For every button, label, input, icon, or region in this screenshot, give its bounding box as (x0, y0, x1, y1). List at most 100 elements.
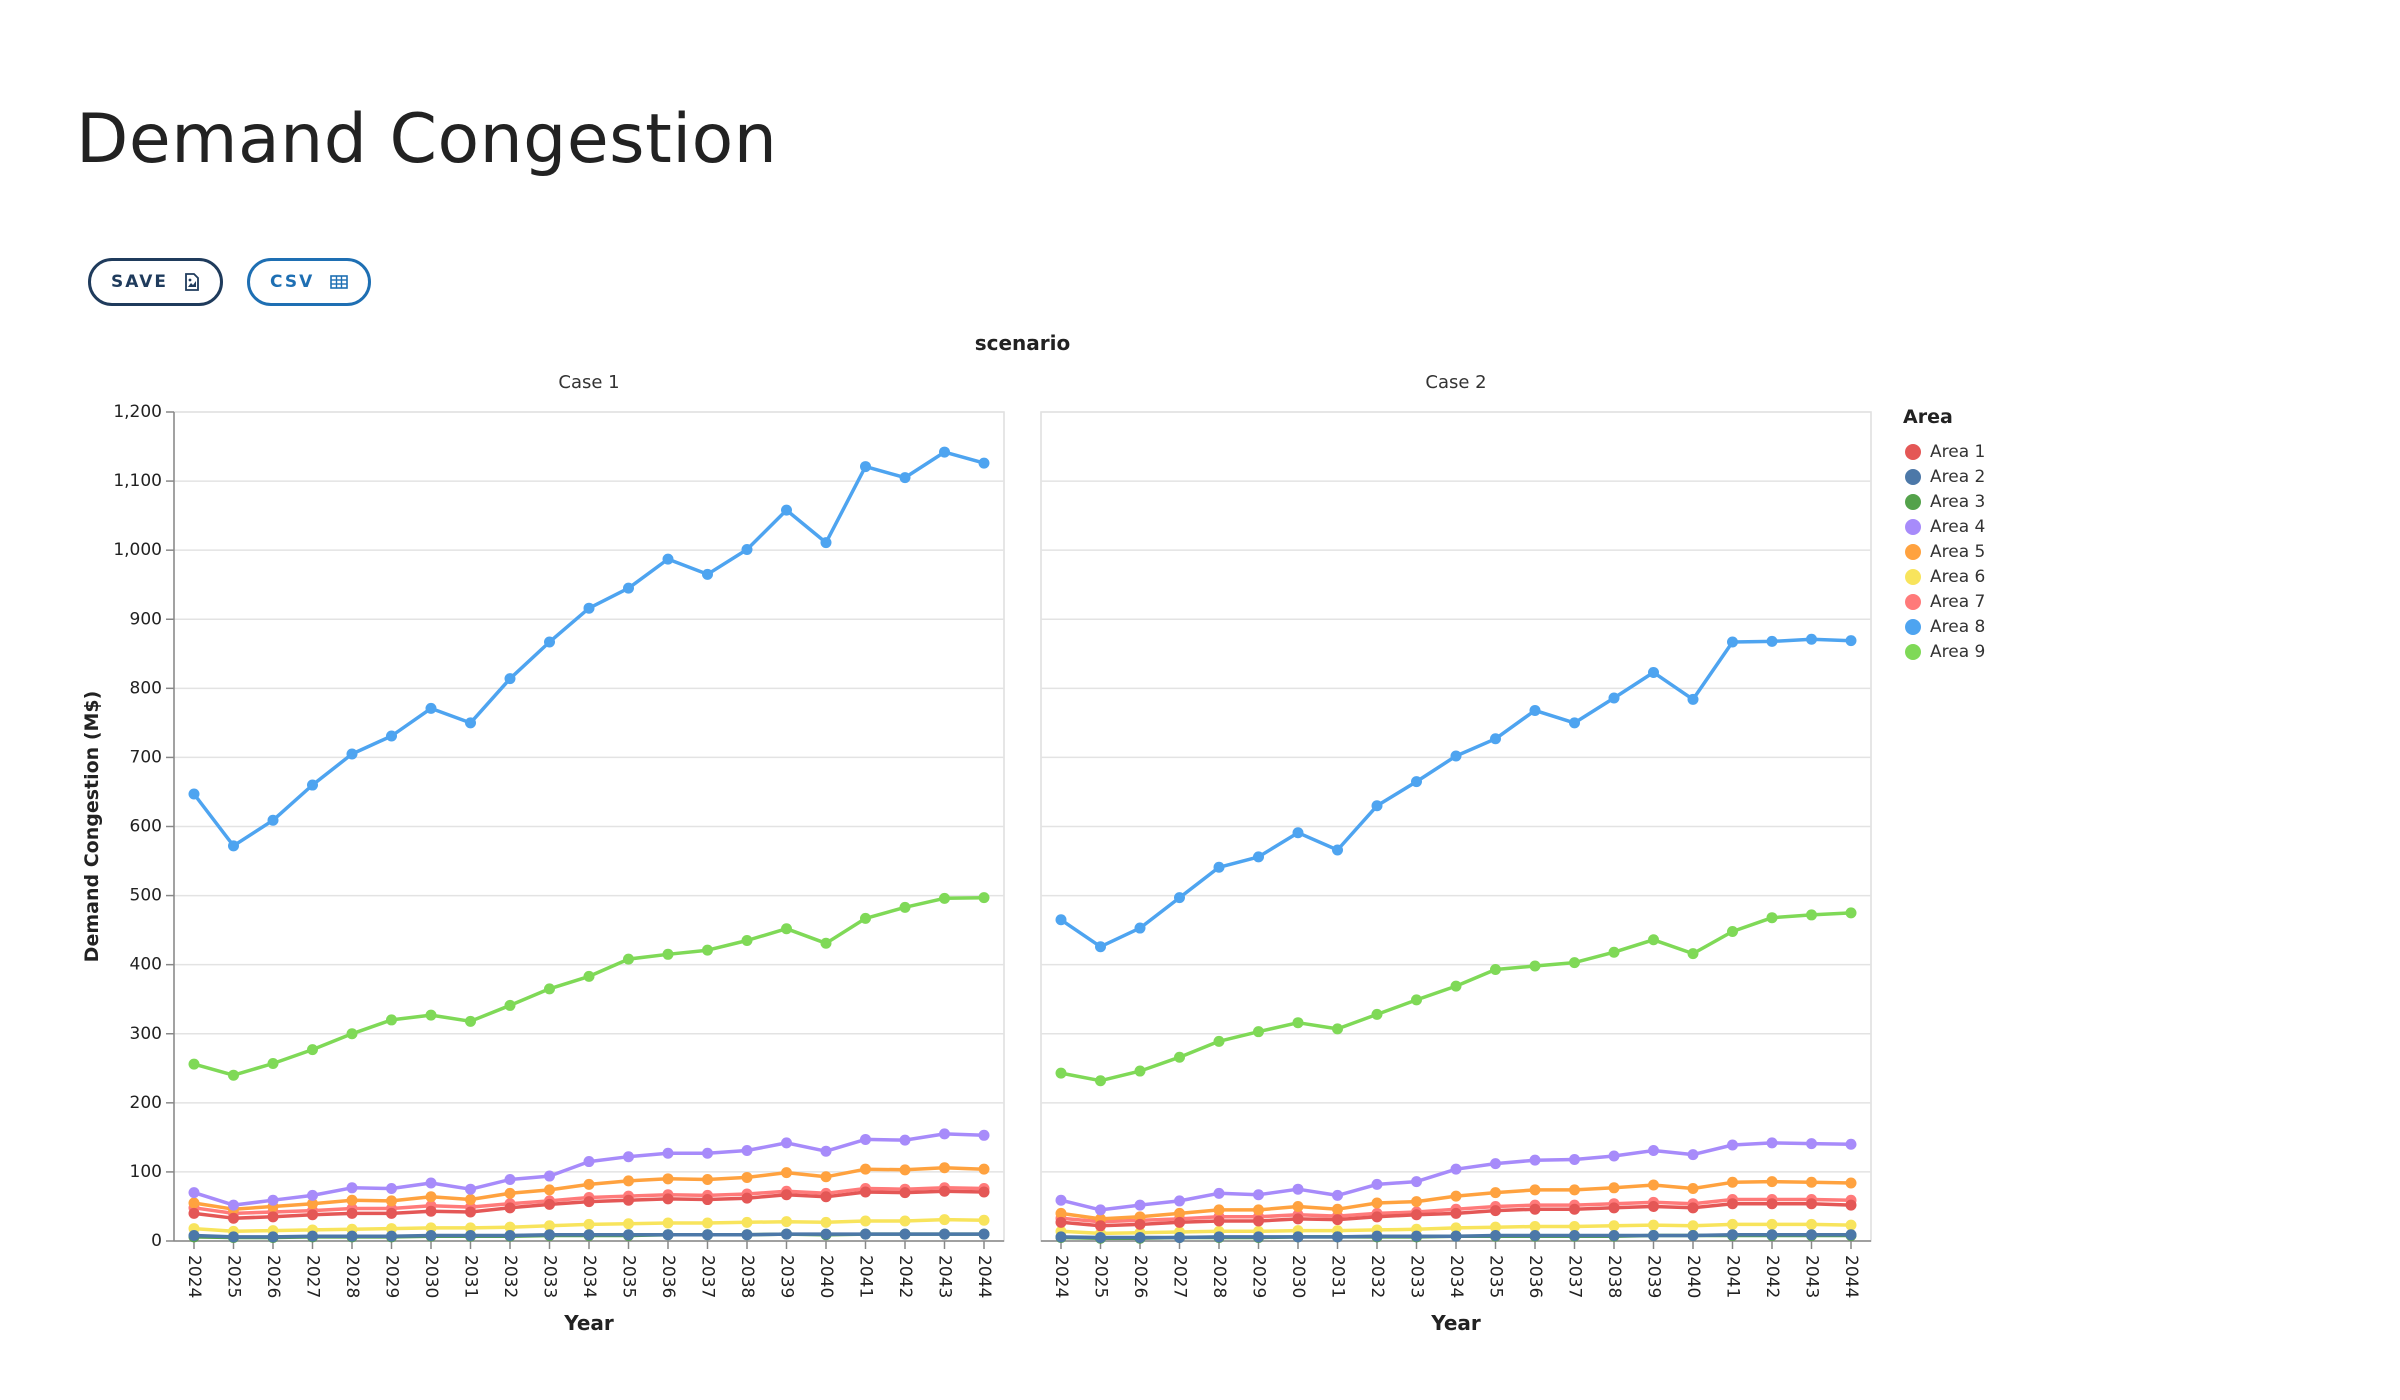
data-point (1371, 1008, 1383, 1020)
data-point (1490, 733, 1501, 745)
data-point (860, 1228, 871, 1240)
legend-label: Area 5 (1930, 542, 1985, 562)
data-point (1253, 1189, 1264, 1201)
data-point (1766, 1137, 1778, 1149)
data-point (1332, 1023, 1343, 1035)
x-tick-label: 2044 (1841, 1255, 1861, 1298)
data-point (1134, 1218, 1146, 1230)
data-point (1134, 1199, 1146, 1211)
data-point (899, 1164, 911, 1176)
facet-title: scenario (975, 331, 1071, 355)
data-point (544, 636, 555, 648)
data-point (544, 983, 555, 995)
x-tick-label: 2024 (1051, 1255, 1071, 1298)
data-point (702, 1174, 713, 1186)
data-point (978, 457, 990, 469)
data-point (741, 1216, 753, 1228)
data-point (1450, 1190, 1462, 1202)
data-point (504, 1202, 516, 1214)
data-point (1371, 1211, 1383, 1223)
data-point (662, 1147, 674, 1159)
legend-swatch (1905, 519, 1921, 535)
data-point (386, 1014, 397, 1026)
legend-swatch (1905, 494, 1921, 510)
legend-label: Area 8 (1930, 617, 1985, 637)
x-tick-label: 2036 (658, 1255, 678, 1298)
data-point (1608, 1182, 1620, 1194)
data-point (346, 748, 358, 760)
data-point (1411, 1209, 1422, 1221)
save-button[interactable]: SAVE (88, 258, 224, 306)
data-point (267, 1057, 279, 1069)
data-point (1687, 1149, 1699, 1161)
data-point (307, 1198, 318, 1210)
data-point (1371, 1197, 1383, 1209)
data-point (899, 901, 911, 913)
data-point (1766, 1229, 1778, 1241)
data-point (583, 1196, 595, 1208)
data-point (1845, 1219, 1857, 1231)
data-point (702, 1229, 713, 1241)
data-point (623, 1218, 634, 1230)
x-tick-label: 2044 (974, 1255, 994, 1298)
data-point (978, 1163, 990, 1175)
data-point (346, 1028, 358, 1040)
data-point (307, 1230, 318, 1242)
data-point (544, 1198, 555, 1210)
data-point (465, 1015, 476, 1027)
data-point (346, 1194, 358, 1206)
data-point (662, 1193, 674, 1205)
data-point (781, 1137, 792, 1149)
data-point (1292, 1017, 1304, 1029)
data-point (939, 1214, 950, 1226)
data-point (978, 1129, 990, 1141)
y-tick-label: 100 (130, 1162, 162, 1182)
data-point (702, 568, 713, 580)
data-point (1569, 1153, 1580, 1165)
data-point (1095, 1204, 1106, 1216)
data-point (307, 779, 318, 791)
x-tick-label: 2028 (342, 1255, 362, 1298)
csv-button[interactable]: CSV (247, 258, 372, 306)
data-point (465, 1183, 476, 1195)
x-tick-label: 2036 (1525, 1255, 1545, 1298)
data-point (860, 1163, 871, 1175)
data-point (1845, 1138, 1857, 1150)
data-point (1253, 1231, 1264, 1243)
data-point (702, 1217, 713, 1229)
data-point (1095, 941, 1106, 953)
data-point (1055, 1216, 1067, 1228)
data-point (346, 1207, 358, 1219)
data-point (1727, 1218, 1738, 1230)
panel-title: Case 2 (1425, 372, 1486, 393)
data-point (1213, 1215, 1225, 1227)
data-point (1806, 1176, 1817, 1188)
data-point (1134, 1211, 1146, 1223)
legend-label: Area 9 (1930, 642, 1985, 662)
legend-swatch (1905, 444, 1921, 460)
data-point (623, 582, 634, 594)
data-point (1134, 1232, 1146, 1244)
data-point (583, 970, 595, 982)
data-point (1450, 750, 1462, 762)
data-point (939, 892, 950, 904)
data-point (544, 1220, 555, 1232)
data-point (425, 1205, 437, 1217)
data-point (1055, 1067, 1067, 1079)
data-point (1766, 1198, 1778, 1210)
data-point (583, 602, 595, 614)
data-point (465, 717, 476, 729)
data-point (1806, 1218, 1817, 1230)
data-point (702, 1147, 713, 1159)
x-tick-label: 2027 (303, 1255, 323, 1298)
data-point (465, 1206, 476, 1218)
table-icon (330, 275, 349, 289)
data-point (1806, 1138, 1817, 1150)
data-point (425, 1229, 437, 1241)
data-point (1411, 1196, 1422, 1208)
legend-label: Area 3 (1930, 492, 1985, 512)
data-point (1529, 704, 1541, 716)
data-point (662, 948, 674, 960)
x-tick-label: 2031 (1328, 1255, 1348, 1298)
